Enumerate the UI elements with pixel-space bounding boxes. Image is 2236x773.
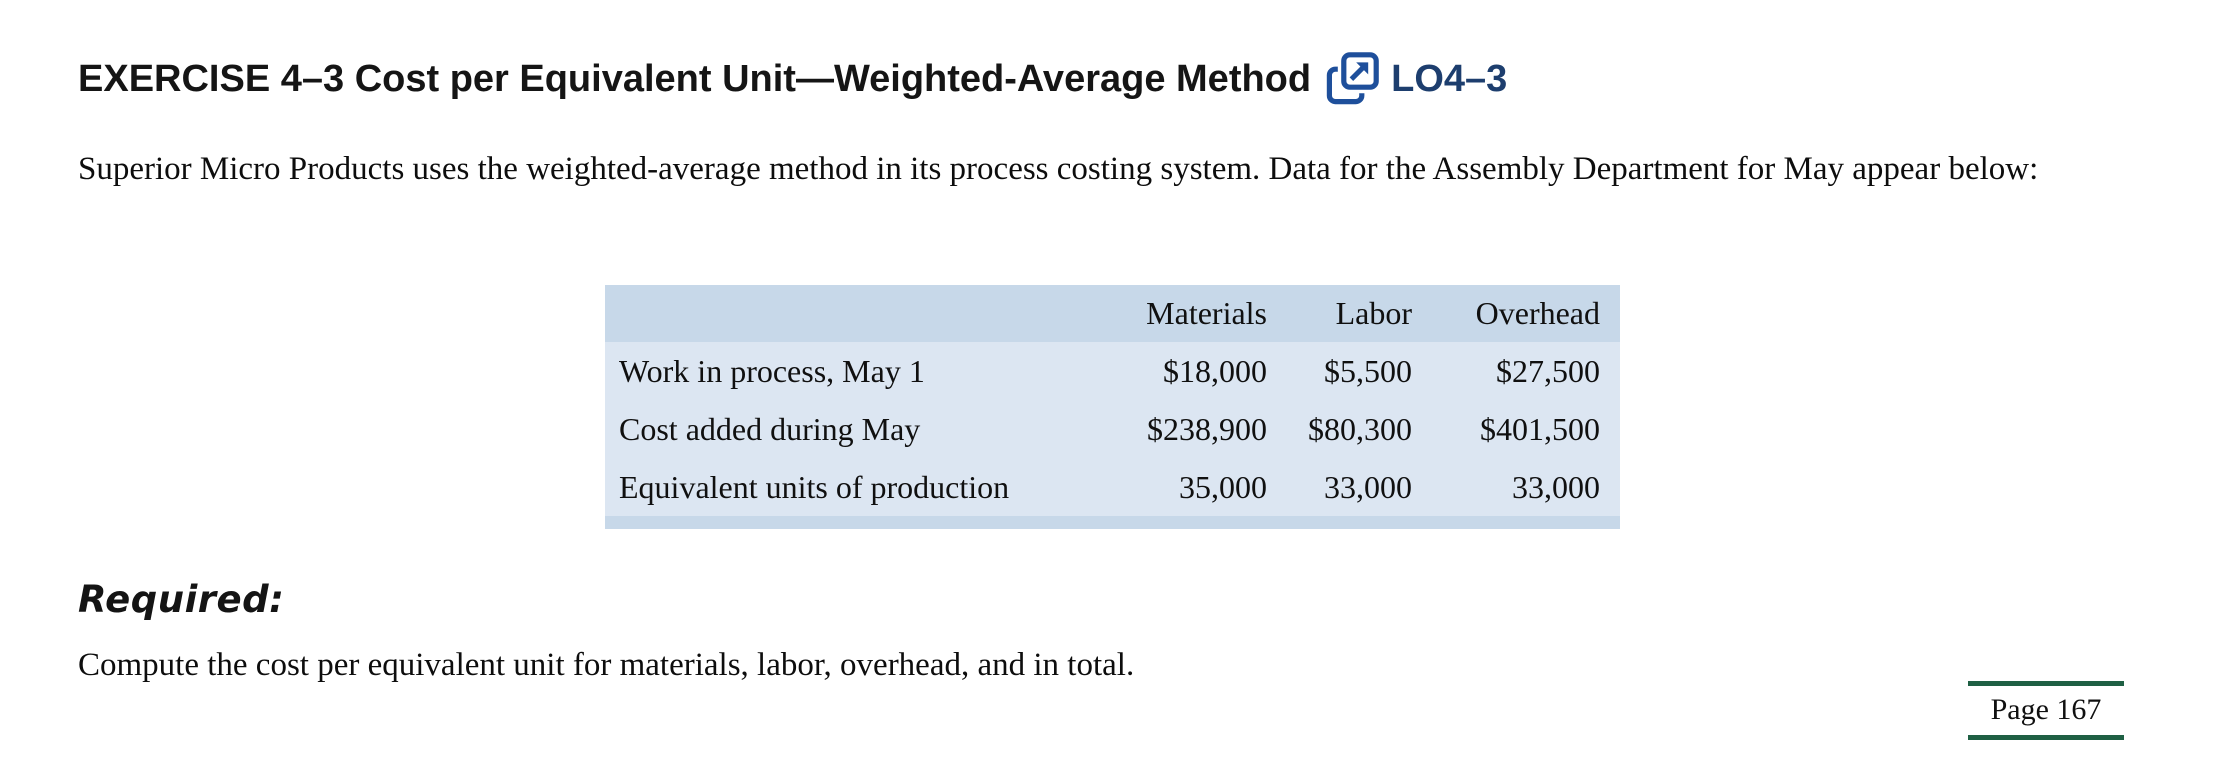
cell-value: $80,300 [1267, 400, 1412, 458]
cell-value: 33,000 [1267, 458, 1412, 516]
row-label: Cost added during May [605, 400, 1085, 458]
exercise-title: EXERCISE 4–3 Cost per Equivalent Unit—We… [78, 50, 2158, 108]
intro-paragraph: Superior Micro Products uses the weighte… [78, 151, 2039, 187]
cell-value: $401,500 [1412, 400, 1620, 458]
cost-table-container: Materials Labor Overhead Work in process… [605, 285, 1620, 529]
cell-value: 35,000 [1085, 458, 1267, 516]
table-section: Materials Labor Overhead Work in process… [605, 285, 2158, 534]
exercise-page: EXERCISE 4–3 Cost per Equivalent Unit—We… [78, 0, 2158, 684]
required-heading: Required: [78, 578, 285, 621]
table-row-equivalent-units: Equivalent units of production 35,000 33… [605, 458, 1620, 516]
lo-link[interactable]: LO4–3 [1325, 50, 1507, 108]
page-rule-top [1968, 681, 2124, 686]
row-label: Work in process, May 1 [605, 342, 1085, 400]
page-number-label: Page 167 [1990, 693, 2102, 726]
cell-value: $18,000 [1085, 342, 1267, 400]
table-row-cost-added: Cost added during May $238,900 $80,300 $… [605, 400, 1620, 458]
lo-label: LO4–3 [1391, 57, 1508, 100]
column-header-blank [605, 285, 1085, 342]
row-label: Equivalent units of production [605, 458, 1085, 516]
cell-value: $27,500 [1412, 342, 1620, 400]
column-header-overhead: Overhead [1412, 285, 1620, 342]
exercise-title-text: EXERCISE 4–3 Cost per Equivalent Unit—We… [78, 57, 1312, 100]
external-link-icon [1326, 50, 1382, 105]
column-header-materials: Materials [1085, 285, 1267, 342]
required-text: Compute the cost per equivalent unit for… [78, 647, 1135, 683]
cost-data-table: Materials Labor Overhead Work in process… [605, 285, 1620, 516]
cell-value: 33,000 [1412, 458, 1620, 516]
page-marker: Page 167 [1968, 681, 2124, 740]
page-rule-bottom [1968, 735, 2124, 740]
cell-value: $238,900 [1085, 400, 1267, 458]
table-row-work-in-process: Work in process, May 1 $18,000 $5,500 $2… [605, 342, 1620, 400]
table-header-row: Materials Labor Overhead [605, 285, 1620, 342]
cell-value: $5,500 [1267, 342, 1412, 400]
column-header-labor: Labor [1267, 285, 1412, 342]
